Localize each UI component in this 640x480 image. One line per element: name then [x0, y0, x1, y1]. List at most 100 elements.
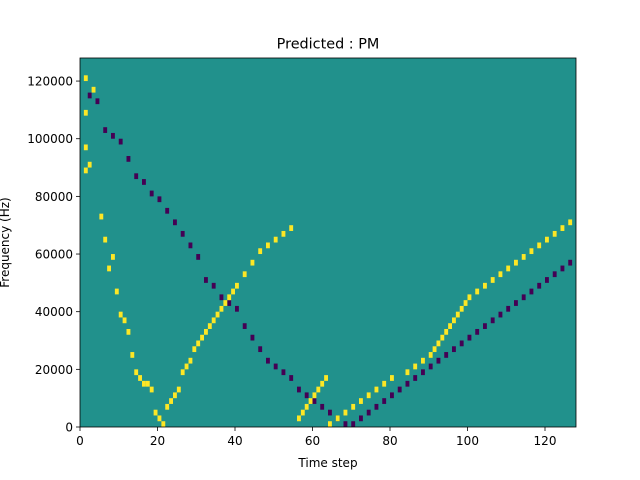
heatmap-cell-high: [366, 392, 371, 399]
heatmap-cell-high: [165, 403, 170, 410]
heatmap-cell-high: [382, 380, 387, 387]
x-tick-label: 80: [382, 434, 397, 448]
heatmap-cell-high: [463, 300, 468, 306]
heatmap-cell-high: [421, 357, 425, 364]
heatmap-cell-low: [266, 357, 270, 364]
heatmap-cell-high: [448, 323, 452, 329]
y-tick-label: 0: [65, 421, 73, 435]
heatmap-cell-high: [455, 311, 460, 318]
heatmap-cell-high: [498, 271, 503, 278]
heatmap-cell-low: [328, 409, 332, 416]
heatmap-cell-low: [483, 323, 487, 329]
heatmap-cell-high: [568, 219, 573, 226]
heatmap-cell-high: [122, 317, 127, 324]
heatmap-cell-low: [382, 398, 387, 404]
y-tick-label: 20000: [35, 363, 73, 377]
heatmap-cell-high: [273, 236, 278, 243]
heatmap-cell-high: [467, 294, 472, 301]
heatmap-cell-low: [343, 421, 348, 427]
heatmap-cell-high: [145, 380, 150, 387]
heatmap-cell-high: [196, 340, 201, 347]
heatmap-cell-high: [173, 392, 177, 399]
heatmap-cell-high: [118, 311, 123, 318]
heatmap-cell-low: [312, 398, 317, 404]
heatmap-cell-high: [552, 230, 557, 237]
heatmap-cell-high: [351, 403, 356, 410]
heatmap-cell-high: [83, 75, 88, 82]
x-tick-label: 40: [227, 434, 242, 448]
heatmap-cell-high: [300, 409, 305, 416]
x-tick-label: 20: [150, 434, 165, 448]
heatmap-cell-low: [506, 305, 511, 312]
heatmap-cell-high: [266, 242, 270, 249]
heatmap-cell-low: [390, 392, 394, 399]
heatmap-cell-high: [204, 328, 208, 335]
heatmap-cell-high: [320, 380, 325, 387]
heatmap-cell-high: [308, 398, 313, 404]
heatmap-cell-high: [324, 375, 328, 381]
heatmap-cell-low: [514, 300, 518, 306]
heatmap-cell-high: [289, 225, 294, 231]
heatmap-cell-high: [475, 288, 480, 295]
heatmap-cell-high: [312, 392, 317, 399]
heatmap-cell-low: [459, 340, 464, 347]
heatmap-cell-low: [250, 334, 255, 341]
heatmap-cell-low: [281, 369, 286, 376]
heatmap-cell-high: [304, 403, 309, 410]
heatmap-cell-low: [413, 375, 418, 381]
heatmap-cell-high: [83, 109, 88, 116]
heatmap-cell-low: [304, 392, 309, 399]
heatmap-cell-low: [180, 230, 185, 237]
heatmap-cell-low: [173, 219, 177, 226]
heatmap-cell-high: [343, 409, 348, 416]
heatmap-cell-low: [498, 311, 503, 318]
heatmap-cell-high: [114, 288, 119, 295]
heatmap-cell-high: [537, 242, 542, 249]
heatmap-cell-low: [95, 98, 100, 105]
heatmap-cell-high: [161, 421, 166, 427]
heatmap-cell-high: [250, 259, 255, 266]
heatmap-cell-high: [107, 265, 111, 272]
heatmap-cell-high: [153, 409, 158, 416]
heatmap-cell-low: [211, 282, 216, 289]
heatmap-cell-low: [467, 334, 472, 341]
heatmap-cell-high: [374, 386, 379, 393]
heatmap-cell-high: [91, 86, 96, 93]
heatmap-cell-low: [289, 375, 294, 381]
heatmap-cell-high: [281, 230, 286, 237]
heatmap-cell-high: [444, 328, 449, 335]
heatmap-cell-low: [134, 173, 139, 180]
heatmap-cell-high: [176, 386, 181, 393]
heatmap-cell-high: [545, 236, 549, 243]
heatmap-cell-high: [521, 254, 526, 260]
y-tick-label: 60000: [35, 248, 73, 262]
heatmap-cell-low: [219, 294, 224, 301]
plot-area-frame: [79, 57, 577, 428]
heatmap-cell-low: [428, 363, 433, 370]
heatmap-cell-low: [235, 305, 239, 312]
heatmap-cell-high: [180, 369, 185, 376]
heatmap-cell-high: [103, 236, 108, 243]
heatmap-cell-low: [165, 207, 170, 214]
heatmap-cell-high: [235, 282, 239, 289]
heatmap-cell-high: [219, 305, 224, 312]
heatmap-cell-high: [436, 340, 441, 347]
heatmap-cell-high: [328, 421, 332, 427]
heatmap-cell-high: [83, 144, 88, 151]
heatmap-cell-low: [475, 328, 480, 335]
heatmap-cell-low: [157, 196, 162, 203]
heatmap-cell-high: [157, 415, 162, 422]
heatmap-cell-high: [227, 294, 232, 301]
heatmap-cell-high: [130, 352, 135, 358]
heatmap-cell-high: [483, 282, 487, 289]
heatmap-cell-low: [103, 127, 108, 133]
heatmap-cell-high: [459, 305, 464, 312]
heatmap-cell-low: [320, 403, 325, 410]
heatmap-cell-high: [83, 167, 88, 174]
heatmap-cell-low: [545, 277, 549, 283]
heatmap-cell-high: [490, 277, 495, 283]
heatmap-cell-high: [134, 369, 139, 376]
heatmap-cell-high: [99, 213, 104, 220]
heatmap-cell-high: [440, 334, 445, 341]
